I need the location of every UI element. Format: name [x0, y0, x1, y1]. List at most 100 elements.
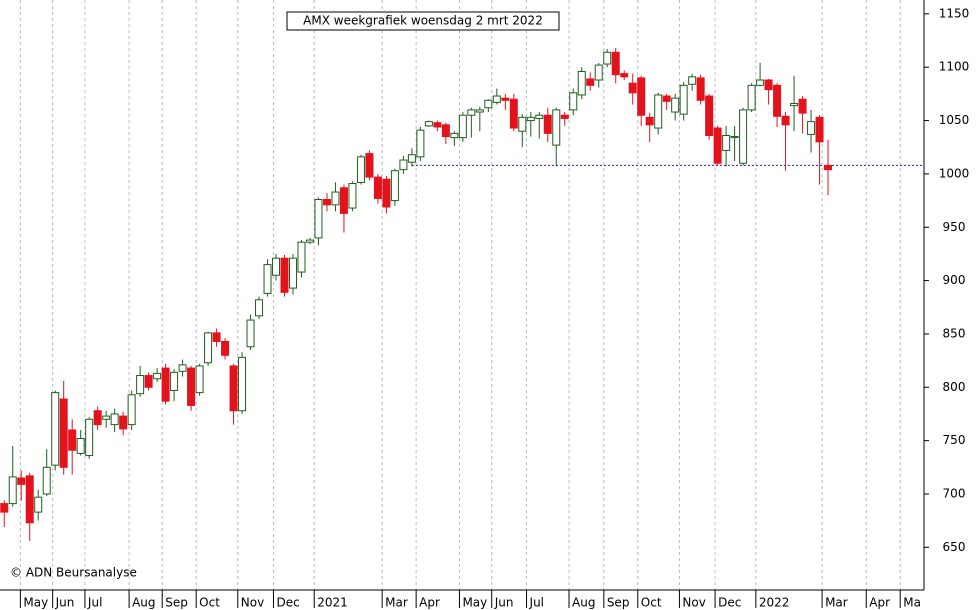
candle-body — [51, 392, 60, 466]
candle-body — [824, 164, 833, 171]
candle-body — [136, 375, 145, 395]
candle-body — [569, 92, 578, 111]
candle-body — [119, 415, 128, 430]
y-tick-label: 650 — [943, 540, 966, 554]
candle-body — [0, 503, 9, 513]
y-tick-label: 1050 — [939, 113, 970, 127]
candle-body — [246, 319, 255, 348]
candle-body — [526, 116, 535, 122]
grid — [19, 0, 924, 590]
candle-body — [543, 114, 552, 134]
x-tick-label: May — [23, 596, 48, 610]
candle-body — [127, 394, 136, 426]
candle-body — [390, 170, 399, 202]
candle-body — [586, 78, 595, 86]
candle-body — [458, 114, 467, 139]
candle-body — [76, 437, 85, 454]
x-tick-label: Nov — [241, 596, 264, 610]
candle-body — [654, 94, 663, 129]
candle-body — [42, 466, 51, 495]
candle-body — [68, 429, 77, 451]
y-tick-label: 850 — [943, 326, 966, 340]
x-tick-label: Jun — [494, 596, 514, 610]
candle-body — [577, 70, 586, 96]
candle-body — [594, 64, 603, 81]
candle-body — [382, 178, 391, 208]
x-tick-label: May — [462, 596, 487, 610]
candle-body — [348, 183, 357, 209]
candle-body — [110, 413, 119, 426]
x-tick-label: Aug — [572, 596, 595, 610]
candle-body — [730, 136, 739, 139]
candle-body — [467, 109, 476, 116]
candle-body — [255, 299, 264, 317]
candle-body — [747, 84, 756, 111]
candle-body — [637, 77, 646, 116]
candle-body — [331, 191, 340, 206]
x-tick-label: 2021 — [317, 596, 348, 610]
candles — [0, 48, 833, 541]
candle-body — [272, 257, 281, 276]
candle-body — [34, 496, 43, 513]
candle-body — [509, 98, 518, 129]
x-tick-label: Jun — [55, 596, 75, 610]
candle-body — [187, 367, 196, 406]
candle-body — [204, 332, 213, 364]
credit: © ADN Beursanalyse — [10, 566, 137, 580]
candle-body — [399, 159, 408, 171]
candle-body — [288, 257, 297, 289]
x-tick-label: Nov — [682, 596, 705, 610]
x-tick-label: Sep — [165, 596, 188, 610]
candle-body — [756, 79, 765, 86]
candle-body — [102, 415, 111, 420]
candle-body — [560, 114, 569, 119]
candle-body — [620, 73, 629, 78]
x-tick-label: Oct — [199, 596, 220, 610]
candle-body — [433, 122, 442, 128]
candle-body — [450, 132, 459, 139]
candle-body — [764, 79, 773, 91]
candle-body — [59, 398, 68, 468]
candle-body — [705, 95, 714, 136]
x-tick-label: Sep — [607, 596, 630, 610]
y-tick-label: 1000 — [939, 166, 970, 180]
candle-body — [739, 109, 748, 164]
candle-body — [144, 375, 153, 388]
candle-body — [679, 84, 688, 115]
candle-body — [722, 134, 731, 151]
y-tick-label: 700 — [943, 486, 966, 500]
y-tick-label: 800 — [943, 380, 966, 394]
x-tick-label: Ma — [903, 596, 921, 610]
x-tick-label: Dec — [276, 596, 299, 610]
candle-body — [416, 129, 425, 158]
candle-body — [85, 418, 94, 457]
x-tick-label: Jul — [87, 596, 102, 610]
candle-body — [229, 365, 238, 412]
x-tick-label: Apr — [869, 596, 890, 610]
y-tick-label: 750 — [943, 433, 966, 447]
candle-body — [8, 476, 17, 505]
candle-body — [611, 51, 620, 76]
candle-body — [645, 116, 654, 126]
candle-body — [713, 127, 722, 164]
candle-body — [798, 98, 807, 114]
candle-body — [628, 82, 637, 94]
candle-body — [373, 176, 382, 199]
candle-body — [178, 364, 187, 372]
candle-body — [518, 116, 527, 132]
candle-body — [773, 84, 782, 117]
candle-body — [671, 97, 680, 113]
candle-body — [501, 97, 510, 101]
candle-body — [161, 367, 170, 402]
x-tick-label: Jul — [529, 596, 544, 610]
candle-body — [492, 95, 501, 103]
candle-body — [17, 477, 26, 485]
candle-body — [552, 109, 561, 146]
x-tick-label: Mar — [825, 596, 848, 610]
candle-body — [365, 153, 374, 178]
y-tick-label: 1100 — [939, 60, 970, 74]
candle-body — [484, 99, 493, 109]
candle-body — [153, 372, 162, 380]
